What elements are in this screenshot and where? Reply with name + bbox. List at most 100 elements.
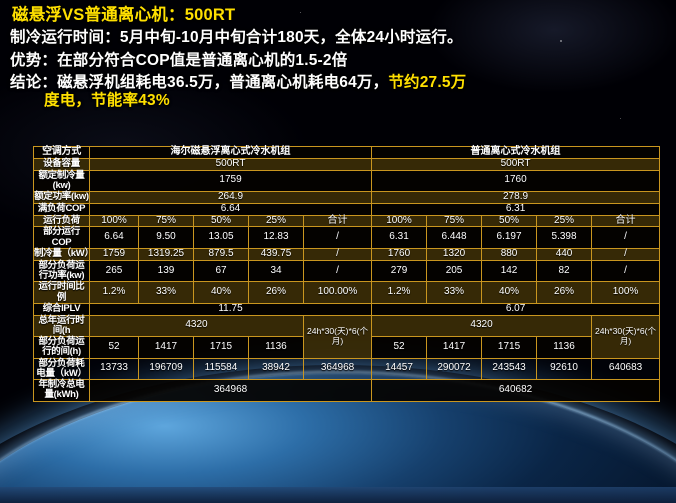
- cell-right: 100%: [371, 214, 428, 228]
- cell-left: 67: [193, 259, 249, 283]
- comparison-table: 空调方式 海尔磁悬浮离心式冷水机组 普通离心式冷水机组 设备容量 500RT 500RT 额…: [33, 146, 661, 402]
- cell-right-note: 24h*30(天)*6(个月): [591, 314, 661, 359]
- cell-left: /: [302, 247, 373, 261]
- cell-left: 33%: [138, 281, 194, 304]
- cell-left: 1417: [138, 336, 194, 359]
- cell-right: 1760: [371, 247, 428, 261]
- cell-left: 52: [89, 336, 139, 359]
- cell-left: 25%: [248, 214, 304, 228]
- cell-right: 6.197: [481, 226, 538, 249]
- cell-right: 290072: [426, 357, 483, 381]
- star-decoration: [92, 20, 94, 22]
- cell-right: 243543: [481, 357, 538, 381]
- table-row: 空调方式 海尔磁悬浮离心式冷水机组 普通离心式冷水机组: [33, 146, 661, 159]
- cell-right-span: 500RT: [371, 157, 661, 171]
- bottom-band: [0, 487, 676, 503]
- cell-right-span: 1760: [371, 169, 661, 193]
- cell-right: 880: [481, 247, 538, 261]
- cell-right: 1136: [536, 336, 593, 359]
- comparison-table-body: 空调方式 海尔磁悬浮离心式冷水机组 普通离心式冷水机组 设备容量 500RT 500RT 额…: [33, 146, 661, 402]
- cell-right: 26%: [536, 281, 593, 304]
- cell-right-span: 640682: [371, 379, 661, 402]
- cell-right: 14457: [371, 357, 428, 381]
- row-label: 运行负荷: [33, 214, 90, 228]
- cell-left: 1759: [89, 247, 139, 261]
- cell-right: /: [591, 247, 661, 261]
- cell-right: 92610: [536, 357, 593, 381]
- row-label: 运行时间比例: [33, 281, 90, 304]
- row-label: 综合IPLV: [33, 302, 90, 316]
- table-row: 满负荷COP 6.64 6.31: [33, 202, 661, 216]
- cell-right: 33%: [426, 281, 483, 304]
- row-label: 设备容量: [33, 157, 90, 171]
- headline-conclusion: 结论：磁悬浮机组耗电36.5万，普通离心机耗电64万，节约27.5万 度电，节能率…: [10, 74, 668, 111]
- table-row: 制冷量（kW） 1759 1319.25 879.5 439.75/1760 1320 88…: [33, 247, 661, 261]
- cell-right: 100%: [591, 281, 661, 304]
- cell-left: 439.75: [248, 247, 304, 261]
- cell-right: 1715: [481, 336, 538, 359]
- table-header-right-group: 普通离心式冷水机组: [371, 146, 661, 159]
- cell-left-span: 364968: [88, 379, 373, 402]
- cell-right: 82: [536, 259, 593, 283]
- cell-right: 75%: [426, 214, 483, 228]
- cell-left: 26%: [248, 281, 304, 304]
- cell-right: 50%: [481, 214, 538, 228]
- row-label: 满负荷COP: [33, 202, 90, 216]
- cell-right: 205: [426, 259, 483, 283]
- cell-left: /: [302, 259, 373, 283]
- cell-right: 1417: [426, 336, 483, 359]
- cell-left-span: 500RT: [88, 157, 373, 171]
- cell-right: 6.31: [371, 226, 428, 249]
- cell-left: 364968: [302, 357, 373, 381]
- cell-left: 34: [248, 259, 304, 283]
- cell-right-span: 278.9: [371, 191, 661, 204]
- row-label: 额定功率(kw): [33, 191, 90, 204]
- cell-left: 1.2%: [89, 281, 139, 304]
- cell-left: 100%: [89, 214, 139, 228]
- cell-right-span: 4320: [371, 314, 593, 338]
- table-row: 运行时间比例 1.2% 33% 40% 26% 100.00% 1.2% 33% 40% 26% 1…: [33, 281, 661, 304]
- cell-left: 13.05: [193, 226, 249, 249]
- cell-left: 879.5: [193, 247, 249, 261]
- cell-right: 52: [371, 336, 428, 359]
- table-header-left-group: 海尔磁悬浮离心式冷水机组: [88, 146, 373, 159]
- table-row: 部分负荷运行功率(kw) 265 139 67 34/279 205 142 82/: [33, 259, 661, 283]
- cell-left: 115584: [193, 357, 249, 381]
- cell-left: 13733: [89, 357, 139, 381]
- cell-left: 265: [89, 259, 139, 283]
- cell-left-span: 1759: [88, 169, 373, 193]
- cell-left-note: 24h*30(天)*6(个月): [302, 314, 373, 359]
- table-row: 部分运行COP 6.64 9.50 13.05 12.83/6.31 6.448 6.197…: [33, 226, 661, 249]
- cell-left: 100.00%: [302, 281, 373, 304]
- row-label: 年制冷总电量(kWh): [33, 379, 90, 402]
- headline-advantage: 优势：在部分符合COP值是普通离心机的1.5-2倍: [10, 51, 348, 69]
- page-title: 磁悬浮VS普通离心机：500RT: [12, 6, 236, 24]
- table-row: 运行负荷 100% 75% 50% 25% 合计 100% 75% 50% 25% 合计: [33, 214, 661, 228]
- cell-left: 9.50: [138, 226, 194, 249]
- star-decoration: [560, 40, 562, 42]
- cell-right: 25%: [536, 214, 593, 228]
- conclusion-saving: 节约27.5万: [388, 74, 467, 92]
- star-decoration: [620, 118, 621, 119]
- cell-left: 合计: [302, 214, 373, 228]
- headline-runtime: 制冷运行时间：5月中旬-10月中旬合计180天，全体24小时运行。: [10, 29, 463, 47]
- cell-right-span: 6.07: [371, 302, 661, 316]
- cell-left-span: 11.75: [88, 302, 373, 316]
- row-label: 制冷量（kW）: [33, 247, 94, 261]
- table-row: 总年运行时间(h 4320 24h*30(天)*6(个月) 4320 24h*30(天)…: [33, 314, 661, 359]
- cell-left: 40%: [193, 281, 249, 304]
- cell-left: 50%: [193, 214, 249, 228]
- cell-right: 440: [536, 247, 593, 261]
- cell-left: 75%: [138, 214, 194, 228]
- conclusion-text-a: 结论：磁悬浮机组耗电36.5万，普通离心机耗电64万，: [10, 74, 389, 92]
- row-label: 部分负荷耗电量（kW）: [33, 357, 90, 381]
- cell-right: 合计: [591, 214, 661, 228]
- cell-left: 38942: [248, 357, 304, 381]
- cell-right: 1320: [426, 247, 483, 261]
- cell-left-span: 4320: [89, 314, 304, 338]
- cell-right: 5.398: [536, 226, 593, 249]
- table-row: 部分负荷耗电量（kW） 13733 196709 115584 38942 364968 1…: [33, 357, 661, 381]
- row-label: 部分负荷运行功率(kw): [33, 259, 90, 283]
- cell-right: /: [591, 259, 661, 283]
- cell-right: 6.448: [426, 226, 483, 249]
